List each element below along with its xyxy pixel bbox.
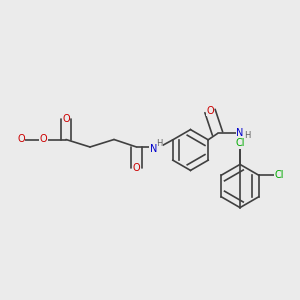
Text: Cl: Cl (275, 170, 284, 180)
Text: O: O (206, 106, 214, 116)
Text: O: O (40, 134, 47, 145)
Text: N: N (150, 143, 157, 154)
Text: N: N (236, 128, 244, 139)
Text: H: H (156, 140, 163, 148)
Text: H: H (244, 130, 251, 140)
Text: O: O (17, 134, 25, 145)
Text: O: O (133, 163, 140, 173)
Text: O: O (62, 113, 70, 124)
Text: Cl: Cl (235, 138, 245, 148)
